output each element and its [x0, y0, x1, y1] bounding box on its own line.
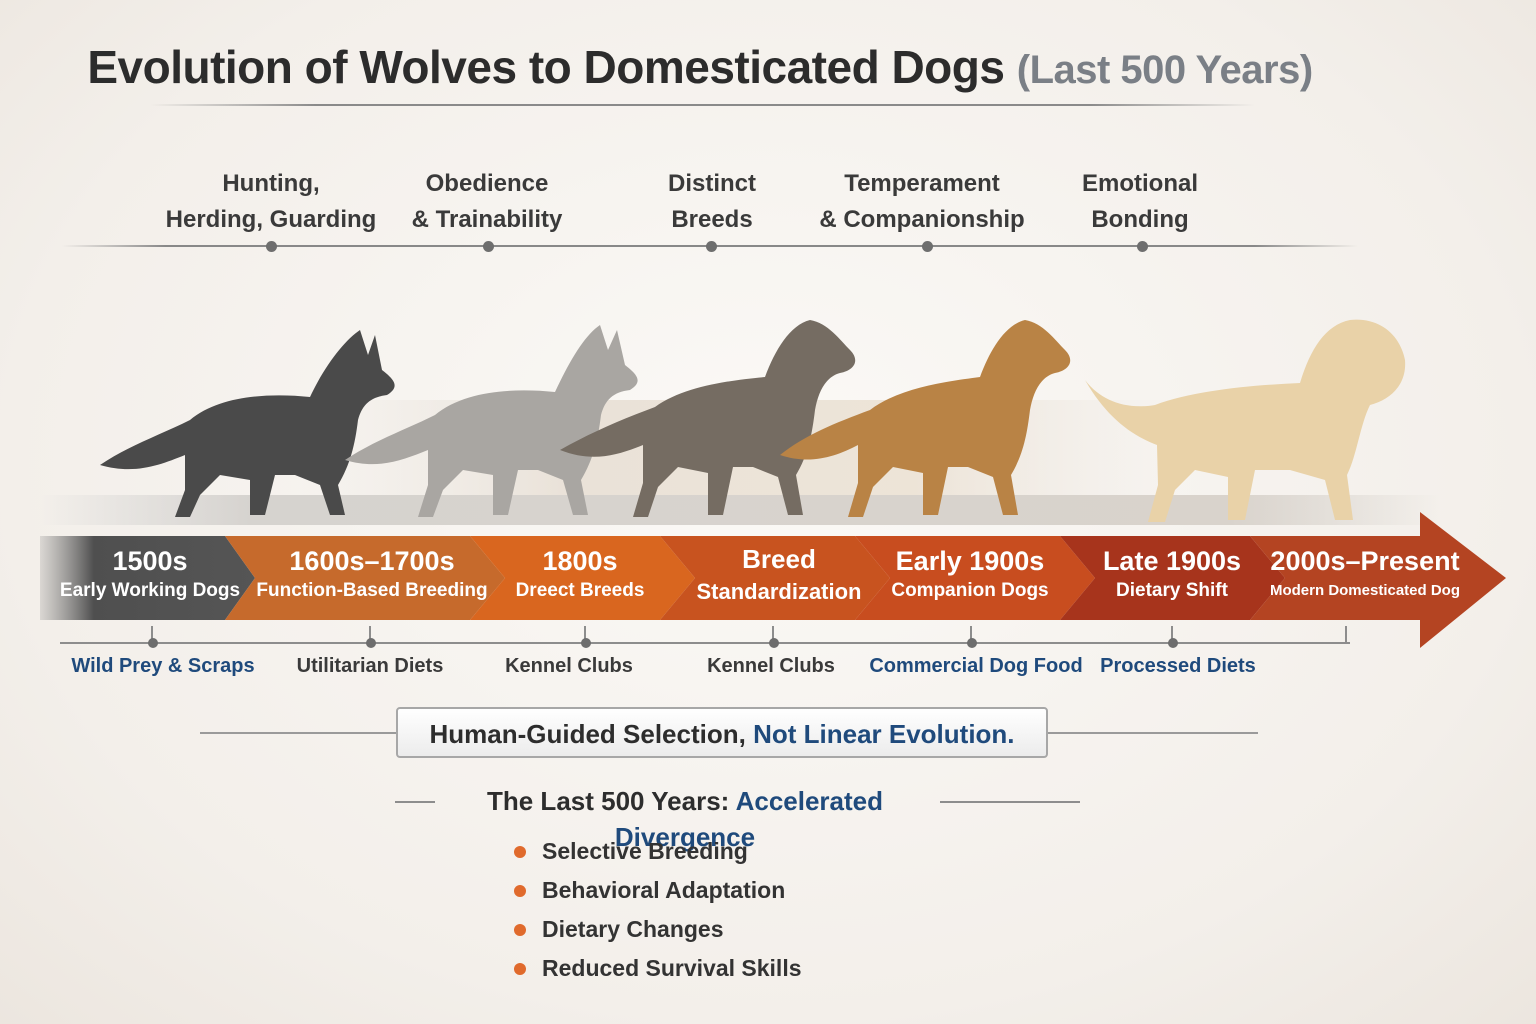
- era-1500s: 1500s Early Working Dogs: [25, 544, 275, 604]
- diet-tick: [1345, 626, 1347, 644]
- bullet-dot-icon: [514, 924, 526, 936]
- factor-list: Selective Breeding Behavioral Adaptation…: [512, 834, 802, 990]
- trait-label: Distinct Breeds: [602, 166, 822, 238]
- diet-marker: [1168, 638, 1178, 648]
- list-item: Reduced Survival Skills: [512, 951, 802, 990]
- diet-label: Wild Prey & Scraps: [43, 655, 283, 678]
- trait-marker: [922, 241, 933, 252]
- bullet-dot-icon: [514, 963, 526, 975]
- trait-marker: [483, 241, 494, 252]
- list-item: Dietary Changes: [512, 912, 802, 951]
- section-rule-right: [940, 801, 1080, 803]
- diet-label: Kennel Clubs: [651, 655, 891, 678]
- list-item: Selective Breeding: [512, 834, 802, 873]
- bullet-dot-icon: [514, 846, 526, 858]
- trait-label: Hunting, Herding, Guarding: [161, 166, 381, 238]
- callout-rule-right: [1048, 732, 1258, 734]
- trait-marker: [266, 241, 277, 252]
- list-item-text: Behavioral Adaptation: [542, 877, 785, 903]
- era-year: 1500s: [25, 544, 275, 578]
- era-label: Modern Domesticated Dog: [1240, 578, 1490, 604]
- callout-highlight: Not Linear Evolution.: [753, 719, 1014, 749]
- list-item-text: Dietary Changes: [542, 916, 724, 942]
- callout-rule-left: [200, 732, 396, 734]
- era-label: Early Working Dogs: [25, 578, 275, 604]
- list-item: Behavioral Adaptation: [512, 873, 802, 912]
- diet-timeline-line: [60, 642, 1350, 644]
- diet-marker: [581, 638, 591, 648]
- era-present: 2000s–Present Modern Domesticated Dog: [1240, 544, 1490, 604]
- title-main: Evolution of Wolves to Domesticated Dogs: [87, 41, 1004, 93]
- page-title: Evolution of Wolves to Domesticated Dogs…: [0, 40, 1400, 94]
- dog-evolution-illustration: [0, 280, 1536, 530]
- title-underline: [150, 104, 1255, 106]
- section-rule-left: [395, 801, 435, 803]
- diet-marker: [366, 638, 376, 648]
- diet-label: Processed Diets: [1058, 655, 1298, 678]
- trait-label: Emotional Bonding: [1030, 166, 1250, 238]
- diet-marker: [967, 638, 977, 648]
- section-title-text: The Last 500 Years:: [487, 786, 729, 816]
- bullet-dot-icon: [514, 885, 526, 897]
- key-message-box: Human-Guided Selection, Not Linear Evolu…: [396, 707, 1048, 758]
- list-item-text: Reduced Survival Skills: [542, 955, 802, 981]
- trait-label: Obedience & Trainability: [377, 166, 597, 238]
- title-subtitle: (Last 500 Years): [1017, 48, 1313, 92]
- diet-marker: [769, 638, 779, 648]
- callout-text: Human-Guided Selection,: [429, 719, 745, 749]
- diet-marker: [148, 638, 158, 648]
- list-item-text: Selective Breeding: [542, 838, 748, 864]
- era-year: 2000s–Present: [1240, 544, 1490, 578]
- trait-marker: [706, 241, 717, 252]
- trait-marker: [1137, 241, 1148, 252]
- trait-label: Temperament & Companionship: [812, 166, 1032, 238]
